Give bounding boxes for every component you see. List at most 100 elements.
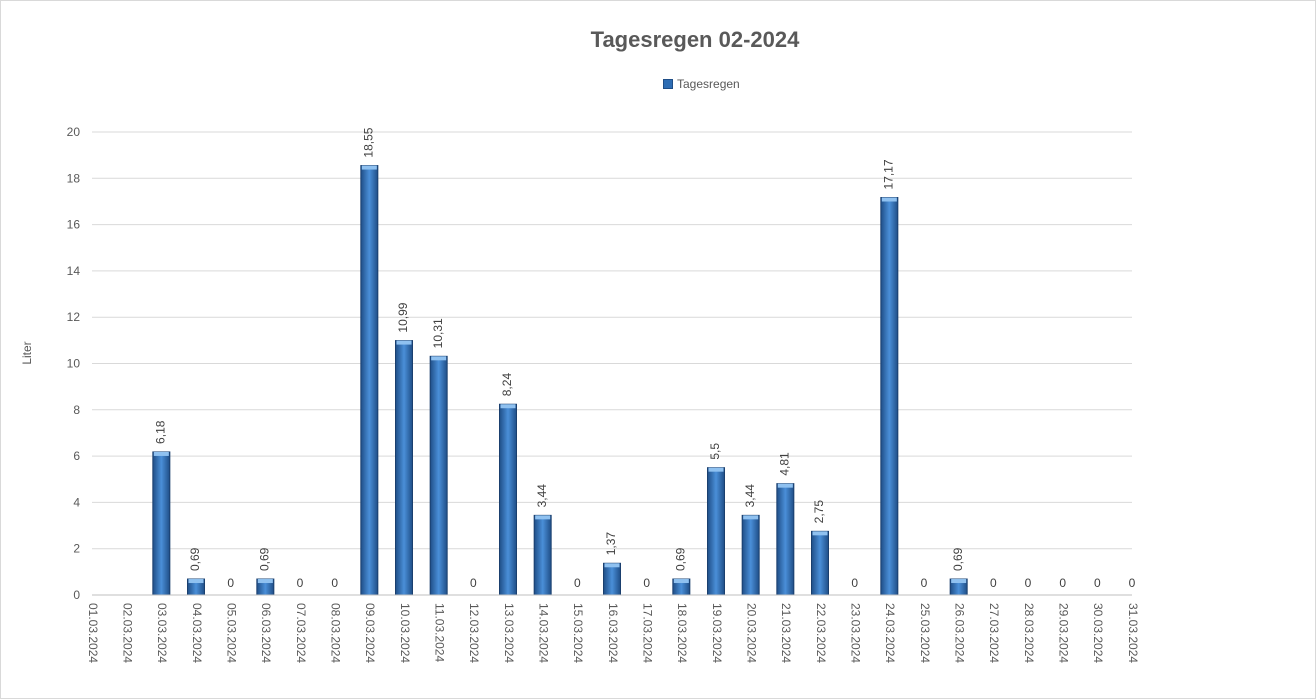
bar [152,451,171,596]
data-label: 0 [921,576,928,590]
bar [880,197,899,596]
data-label: 0 [227,576,234,590]
bar [499,403,517,596]
data-label: 0 [297,576,304,590]
bar [603,562,621,596]
bar [776,483,795,596]
data-label: 0 [851,576,858,590]
data-label: 0 [470,576,477,590]
data-label: 0,69 [674,547,688,571]
data-label: 0 [1129,576,1136,590]
bar-top [777,483,793,488]
x-tick-label: 03.03.2024 [155,603,169,663]
x-tick-label: 05.03.2024 [224,603,238,663]
bar-top [673,579,689,584]
data-label: 17,17 [882,159,896,189]
x-tick-label: 16.03.2024 [606,603,620,663]
bar-top [188,579,204,584]
data-label: 3,44 [535,484,549,508]
x-tick-label: 20.03.2024 [744,603,758,663]
y-tick-label: 4 [73,495,80,509]
y-tick-label: 8 [73,403,80,417]
data-label: 1,37 [604,532,618,556]
y-tick-label: 2 [73,542,80,556]
x-tick-label: 09.03.2024 [363,603,377,663]
bar [360,165,379,596]
bar-top [812,531,828,536]
y-tick-label: 0 [73,588,80,602]
x-tick-label: 21.03.2024 [779,603,793,663]
data-label: 8,24 [500,373,514,397]
bar [429,355,448,596]
x-tick-label: 26.03.2024 [952,603,966,663]
data-label: 10,31 [431,318,445,348]
bar-top [535,515,551,520]
y-tick-label: 6 [73,449,80,463]
data-label: 0 [331,576,338,590]
bar-top [743,515,759,520]
bar-top [604,563,620,568]
data-label: 5,5 [708,443,722,460]
x-tick-label: 11.03.2024 [432,603,446,662]
x-tick-label: 07.03.2024 [294,603,308,663]
x-tick-label: 27.03.2024 [987,603,1001,663]
x-tick-label: 06.03.2024 [259,603,273,663]
x-tick-label: 04.03.2024 [190,603,204,663]
bar [395,340,413,596]
x-tick-label: 12.03.2024 [467,603,481,663]
data-label: 0 [1025,576,1032,590]
x-tick-label: 25.03.2024 [918,603,932,663]
x-tick-label: 14.03.2024 [536,603,550,663]
x-tick-label: 13.03.2024 [502,603,516,663]
y-tick-label: 12 [67,310,81,324]
legend: Tagesregen [663,77,740,91]
bar-top [951,579,967,584]
data-label: 0,69 [258,547,272,571]
x-tick-label: 28.03.2024 [1022,603,1036,663]
x-tick-label: 22.03.2024 [814,603,828,663]
y-tick-label: 16 [67,218,81,232]
x-tick-label: 30.03.2024 [1091,603,1105,663]
x-tick-label: 19.03.2024 [710,603,724,663]
data-label: 0 [990,576,997,590]
y-tick-label: 20 [67,125,81,139]
x-tick-label: 31.03.2024 [1126,603,1140,663]
legend-swatch [663,79,673,89]
bar [741,514,760,596]
bar-top [361,165,377,170]
bar-top [257,579,273,584]
bar-top [500,404,516,409]
bar-top [153,451,169,456]
bar [707,467,725,596]
data-label: 0 [643,576,650,590]
bar-top [881,197,897,202]
data-label: 0,69 [951,547,965,571]
legend-label: Tagesregen [677,77,740,91]
data-label: 4,81 [778,452,792,476]
data-label: 10,99 [396,302,410,332]
x-tick-label: 08.03.2024 [328,603,342,663]
bar-top [396,340,412,345]
bar-top [431,356,447,361]
y-tick-label: 18 [67,171,81,185]
data-label: 18,55 [362,127,376,157]
data-label: 0 [1094,576,1101,590]
x-tick-label: 01.03.2024 [86,603,100,663]
chart-title: Tagesregen 02-2024 [590,27,800,52]
x-tick-label: 10.03.2024 [398,603,412,663]
data-label: 0 [574,576,581,590]
bar [533,514,552,596]
x-tick-label: 15.03.2024 [571,603,585,663]
data-label: 0,69 [188,547,202,571]
x-tick-label: 17.03.2024 [640,603,654,663]
x-tick-label: 18.03.2024 [675,603,689,663]
data-label: 2,75 [812,500,826,524]
x-tick-label: 23.03.2024 [848,603,862,663]
bar [811,530,829,596]
x-tick-label: 24.03.2024 [883,603,897,663]
data-label: 3,44 [743,484,757,508]
x-tick-label: 02.03.2024 [120,603,134,663]
bar-top [708,467,724,472]
